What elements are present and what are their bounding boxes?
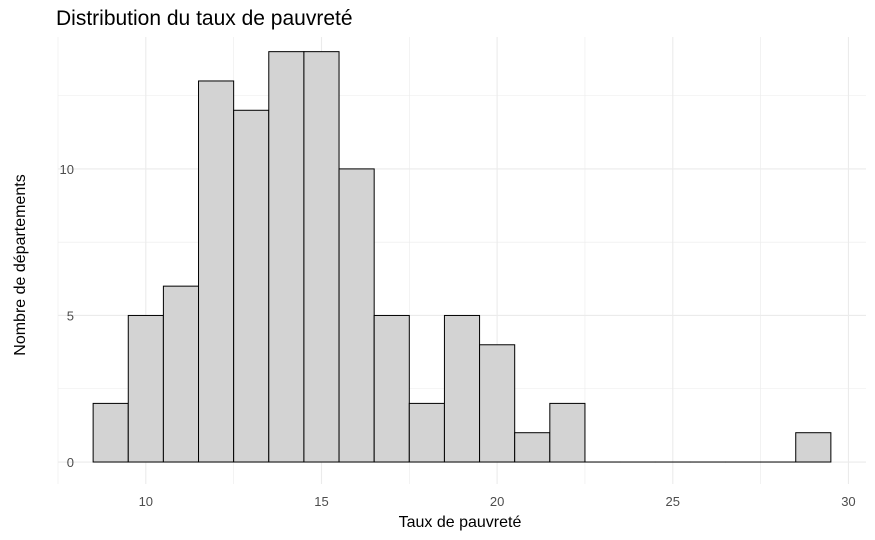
x-tick-label: 15 [314,494,328,509]
histogram-bar [268,51,305,463]
x-tick-label: 25 [666,494,680,509]
y-tick-label: 10 [60,162,74,177]
histogram-bar [233,109,270,463]
histogram-bar [443,314,481,463]
histogram-bars [92,51,832,463]
histogram-bar [198,80,235,463]
y-tick-label: 0 [67,455,74,470]
x-tick-label: 30 [841,494,855,509]
chart-title: Distribution du taux de pauvreté [56,7,353,30]
histogram-bar [162,285,200,463]
histogram-bar [514,432,551,463]
histogram-bar [338,168,375,463]
histogram-bar [373,314,410,463]
histogram-bar [127,314,164,463]
histogram-bar [92,402,129,463]
y-axis-title: Nombre de départements [12,174,29,355]
x-tick-label: 10 [139,494,153,509]
tick-labels: 10 15 20 25 30 0 5 10 [60,162,856,509]
histogram-bar [795,432,832,463]
histogram-bar [303,51,340,463]
y-tick-label: 5 [67,308,74,323]
histogram-bar [479,344,516,463]
histogram-bar [549,402,586,463]
histogram-bar [408,402,445,463]
x-tick-label: 20 [490,494,504,509]
x-axis-title: Taux de pauvreté [399,514,522,531]
